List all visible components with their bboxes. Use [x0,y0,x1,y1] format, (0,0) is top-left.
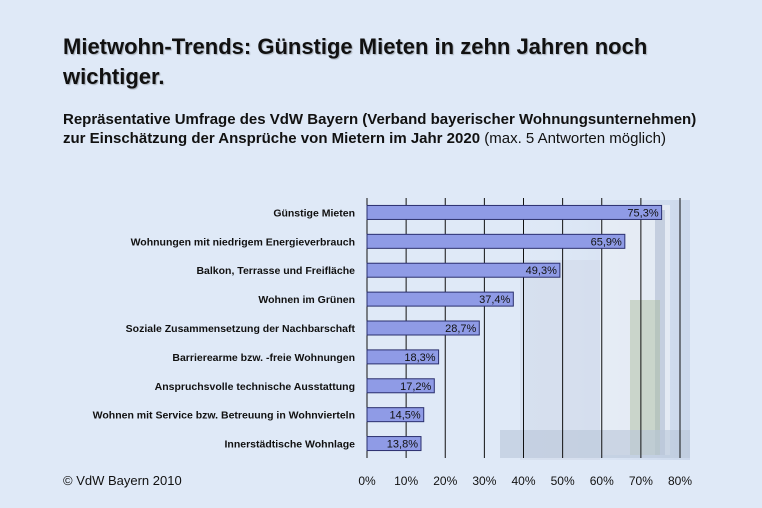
slide-subtitle: Repräsentative Umfrage des VdW Bayern (V… [63,110,703,148]
subtitle-note: (max. 5 Antworten möglich) [484,130,666,147]
category-label: Balkon, Terrasse und Freifläche [196,265,355,277]
category-label: Barrierearme bzw. -freie Wohnungen [172,352,355,364]
x-tick-label: 70% [629,474,653,488]
x-tick-label: 80% [668,474,692,488]
bar-value-label: 49,3% [526,265,557,277]
x-tick-label: 0% [358,474,376,488]
x-tick-label: 60% [590,474,614,488]
category-label: Günstige Mieten [273,207,355,219]
bar [366,291,514,307]
category-label: Soziale Zusammensetzung der Nachbarschaf… [126,323,356,335]
bar [366,204,663,220]
bar-value-label: 14,5% [390,410,421,422]
bar [366,349,440,365]
x-tick-label: 50% [551,474,575,488]
bar-value-label: 13,8% [387,439,418,451]
category-label: Anspruchsvolle technische Ausstattung [155,381,355,393]
category-label: Wohnen im Grünen [258,294,355,306]
bar [366,436,422,452]
category-label: Wohnen mit Service bzw. Betreuung in Woh… [93,410,355,422]
bar [366,233,626,249]
bar-value-label: 75,3% [627,207,658,219]
category-label: Wohnungen mit niedrigem Energieverbrauch [131,236,355,248]
x-tick-label: 40% [511,474,535,488]
copyright-text: © VdW Bayern 2010 [63,473,182,488]
bar-value-label: 17,2% [400,381,431,393]
x-tick-label: 30% [472,474,496,488]
bar-value-label: 65,9% [591,236,622,248]
bar [366,320,480,336]
x-tick-label: 10% [394,474,418,488]
bar [366,262,561,278]
bar [366,378,435,394]
bar [366,407,425,423]
x-tick-label: 20% [433,474,457,488]
slide-title: Mietwohn-Trends: Günstige Mieten in zehn… [63,34,648,89]
bar-value-label: 18,3% [404,352,435,364]
bar-value-label: 37,4% [479,294,510,306]
subtitle-main: Repräsentative Umfrage des VdW Bayern (V… [63,111,697,147]
bar-value-label: 28,7% [445,323,476,335]
category-label: Innerstädtische Wohnlage [225,439,356,451]
